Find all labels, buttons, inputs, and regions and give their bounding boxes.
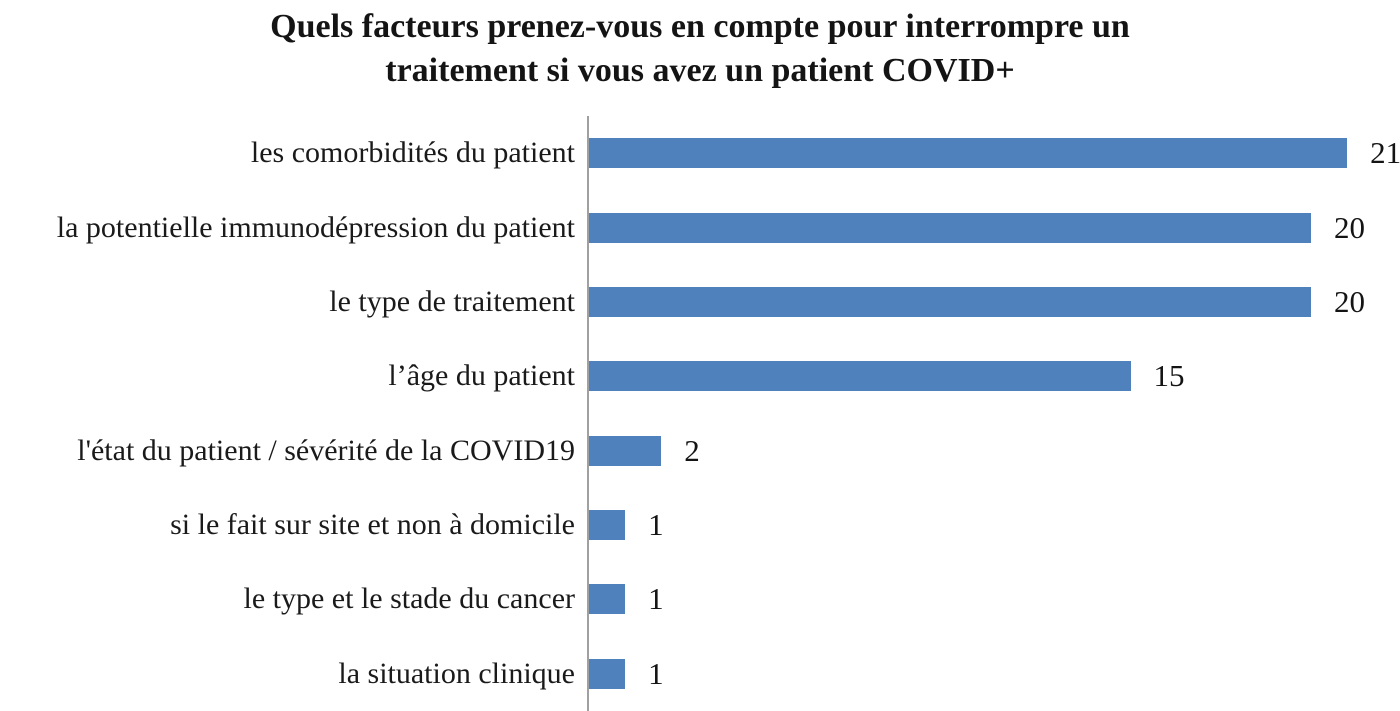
category-label: la situation clinique <box>338 656 575 690</box>
category-label: l’âge du patient <box>388 359 575 393</box>
chart-row: le type de traitement 20 <box>0 265 1400 339</box>
bar <box>589 510 626 541</box>
value-label: 15 <box>1153 358 1185 394</box>
bar <box>589 435 662 466</box>
chart-row: les comorbidités du patient 21 <box>0 116 1400 190</box>
chart-row: la potentielle immunodépression du patie… <box>0 190 1400 264</box>
category-label: le type et le stade du cancer <box>243 582 576 616</box>
bar <box>589 658 626 689</box>
chart-row: la situation clinique 1 <box>0 637 1400 711</box>
y-axis-line <box>587 116 589 711</box>
bar <box>589 138 1348 169</box>
bar-rows: les comorbidités du patient 21 la potentie… <box>0 116 1400 711</box>
value-label: 1 <box>648 581 664 617</box>
category-label: l'état du patient / sévérité de la COVID… <box>77 433 575 467</box>
chart-row: l’âge du patient 15 <box>0 339 1400 413</box>
bar <box>589 361 1131 392</box>
category-label: le type de traitement <box>329 284 575 318</box>
chart-row: si le fait sur site et non à domicile 1 <box>0 488 1400 562</box>
value-label: 20 <box>1334 209 1365 245</box>
value-label: 20 <box>1334 283 1365 319</box>
value-label: 21 <box>1370 135 1400 171</box>
bar <box>589 584 626 615</box>
value-label: 2 <box>684 432 700 468</box>
category-label: les comorbidités du patient <box>250 136 575 170</box>
value-label: 1 <box>648 507 664 543</box>
category-label: si le fait sur site et non à domicile <box>170 508 575 542</box>
bar <box>589 212 1311 243</box>
plot-area: les comorbidités du patient 21 la potentie… <box>0 116 1400 711</box>
chart-row: le type et le stade du cancer 1 <box>0 562 1400 636</box>
bar <box>589 286 1311 317</box>
value-label: 1 <box>648 655 664 691</box>
chart-row: l'état du patient / sévérité de la COVID… <box>0 414 1400 488</box>
category-label: la potentielle immunodépression du patie… <box>56 210 575 244</box>
chart-title: Quels facteurs prenez-vous en compte pou… <box>270 8 1130 89</box>
